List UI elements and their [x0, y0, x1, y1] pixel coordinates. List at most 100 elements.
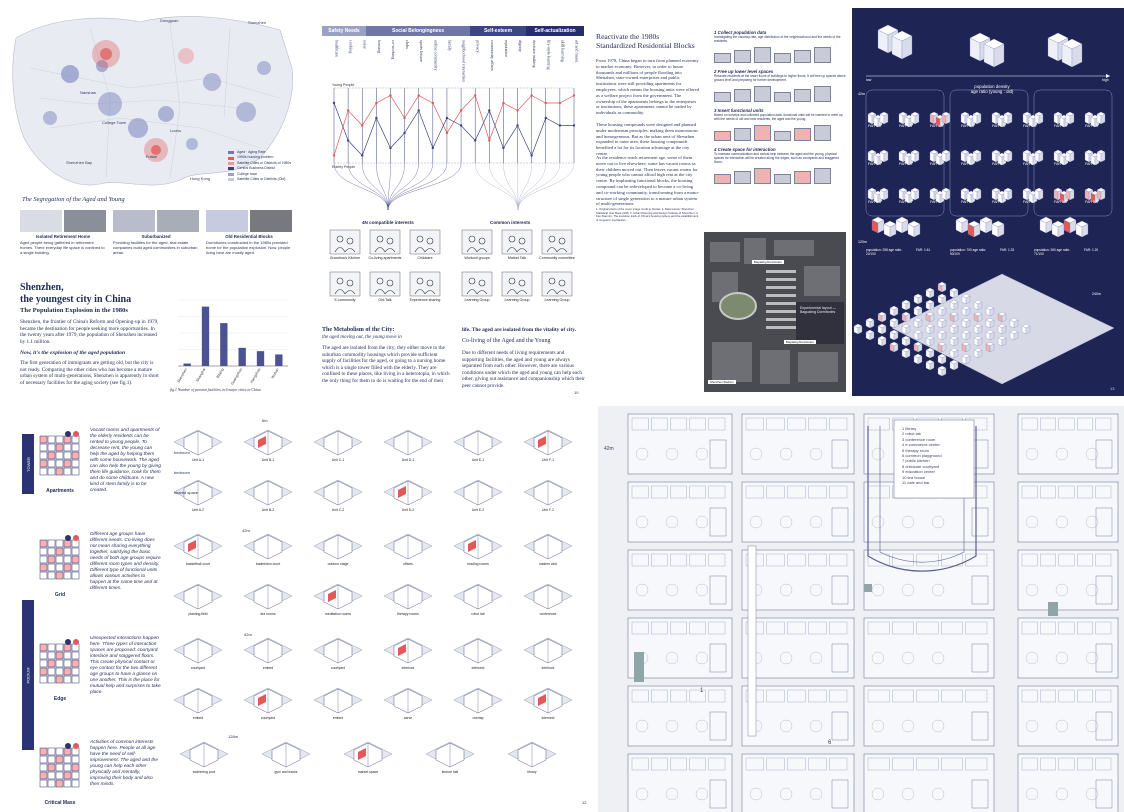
far-block: [1053, 149, 1075, 166]
step-diagram: [714, 84, 846, 102]
far-block: [929, 149, 951, 166]
bar-hangzhou: [256, 351, 265, 366]
interest-icon: Grandma's Kitchen: [330, 229, 360, 260]
interest-icon: Old-Talk: [369, 271, 401, 302]
unit-diagram: Unit D-1: [378, 420, 438, 462]
need-column-label: skill learning: [560, 40, 565, 63]
aerial-photo: Bagualing Dormitories Shenzhen Stadium B…: [704, 232, 846, 392]
map-label-shenzhen: Shenzhen: [248, 20, 266, 25]
unit-label: lecture hall: [441, 770, 459, 774]
mini-building: [734, 171, 751, 184]
far-block: [867, 149, 889, 166]
unit-diagram: therapy rooms: [378, 574, 438, 616]
legend-row: Central Business District: [228, 166, 298, 171]
plan-legend-item: 11 cafe and bar: [902, 480, 930, 486]
dimension-240m: 240m: [1092, 292, 1101, 296]
category-icon: [36, 742, 84, 796]
far-block: [1053, 187, 1075, 204]
interest-label: Childcare: [417, 256, 432, 260]
coliving-title: Co-living of the Aged and the Young: [462, 338, 551, 344]
category-desc: Different age groups have different need…: [90, 532, 161, 591]
paragraph: The first generation of immigrants are g…: [20, 360, 159, 386]
interest-icon: Workout groups: [461, 229, 493, 260]
interest-icon: Learning Group: [461, 271, 493, 302]
density-label: population density: [974, 84, 1010, 89]
need-column-label: life-style learning: [546, 40, 551, 71]
unit-label: therapy rooms: [397, 612, 419, 616]
map-label-luohu: Luohu: [170, 128, 181, 133]
photo-row: Isolated Retirement Home Aged people bei…: [20, 210, 292, 255]
aerial-label: Bagualing Dormitories: [784, 340, 816, 344]
age-ratio-label: age ratio (young : old): [970, 89, 1014, 94]
need-actualization: Self-actualization: [526, 26, 584, 36]
plan-legend-item: 6 common playground: [902, 453, 942, 459]
far-block: [960, 149, 982, 166]
step-title: 4 Create space for interaction: [714, 147, 776, 152]
apartment-note: bedroom: [174, 450, 190, 455]
far-block: [867, 111, 889, 128]
legend-label: Satellite Cities or Districts (Old): [237, 177, 286, 182]
map-label-college-town: College Town: [102, 120, 126, 125]
far-label: FAR 1.3: [1054, 124, 1067, 128]
unit-diagram: courtyard: [168, 628, 228, 670]
unit-label: outdoor stage: [327, 562, 349, 566]
mini-building: [774, 174, 791, 184]
site-plan-svg: 16: [598, 406, 1124, 812]
far-block: [898, 111, 920, 128]
unit-label: intersect: [471, 666, 485, 670]
legend-swatch: [228, 162, 234, 166]
plan-legend-item: 1 library: [902, 426, 917, 431]
photo-desc: Aged people being gathered in retirement…: [20, 240, 105, 255]
reactivate-title-line2: Standardized Residential Blocks: [596, 41, 695, 50]
unit-diagram: makers club: [518, 524, 578, 566]
interest-icon: Childcare: [409, 229, 441, 260]
far-label: FAR 0.3: [1054, 200, 1067, 204]
category-name: Edge: [53, 696, 67, 702]
photo-group-retirement: Isolated Retirement Home Aged people bei…: [20, 210, 106, 255]
unit-label: basketball court: [186, 562, 210, 566]
mini-building: [754, 168, 771, 184]
unit-diagram: Unit C-2: [308, 470, 368, 512]
far-label: FAR 0.7: [1085, 162, 1098, 166]
bar-shenzhen: [183, 363, 191, 366]
unit-label: Unit E-1: [471, 458, 485, 462]
mini-building: [714, 174, 731, 184]
far-block: [898, 149, 920, 166]
mini-building: [734, 89, 751, 102]
unit-label: reading rooms: [467, 562, 489, 566]
photo-group-suburban: Suburbanized Providing facilities for th…: [113, 210, 199, 255]
map-label-nanshan: Nanshan: [80, 90, 96, 95]
paragraph: As the residence reach retirement age, s…: [596, 155, 700, 207]
step-title: 1 Collect population data: [714, 30, 767, 35]
isometric-site: [853, 273, 1115, 385]
unit-diagram: lecture hall: [414, 732, 486, 774]
need-column-label: healthcare: [335, 40, 340, 57]
coliving-body: Due to different needs of living require…: [462, 350, 585, 389]
map-label-hong-kong: Hong Kong: [190, 176, 210, 181]
unit-label: Unit D-1: [401, 458, 415, 462]
unit-label: tea rooms: [260, 612, 276, 616]
mini-building: [794, 89, 811, 102]
bar-label: Shanghai: [195, 367, 206, 382]
panel-segregation: Dongguan Shenzhen Nanshan Futian College…: [0, 0, 305, 400]
unit-diagram: planting field: [168, 574, 228, 616]
unit-diagram: badminton court: [238, 524, 298, 566]
apartment-note: bedroom: [174, 470, 190, 475]
far-block: [1053, 111, 1075, 128]
photo-title: Suburbanized: [141, 234, 171, 239]
podium-tag: PODIUM: [22, 600, 34, 750]
plan-legend-item: 9 education center: [902, 469, 935, 475]
far-block: [1022, 111, 1044, 128]
far-total-label: FAR: 1.33: [1000, 248, 1015, 252]
need-column-label: family: [447, 40, 452, 52]
far-block: [1084, 187, 1106, 204]
far-label: FAR 0.7: [930, 162, 943, 166]
unit-label: market space: [357, 770, 379, 774]
legend-swatch: [228, 151, 234, 155]
unit-diagram: Unit A-1: [168, 420, 228, 462]
aerial-svg: [704, 232, 846, 392]
metabolism-title: The Metabolism of the City:: [322, 327, 395, 333]
step-title: 2 Free up lower level spaces: [714, 69, 774, 74]
unit-label: courtyard: [190, 666, 206, 670]
interest-label: Co-living apartments: [369, 256, 402, 260]
